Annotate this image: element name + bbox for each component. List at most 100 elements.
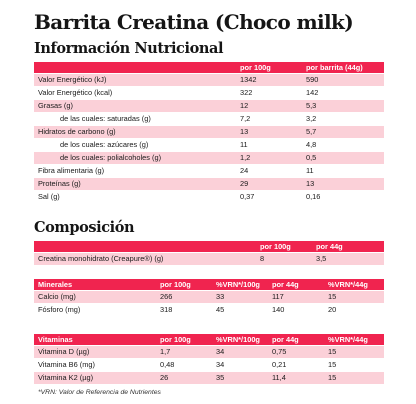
table-row: Vitamina B6 (mg) 0,48 34 0,21 15 (34, 358, 384, 372)
table-header-row: Vitaminas por 100g %VRN*/100g por 44g %VRN*/… (34, 334, 384, 346)
footnote: *VRN: Valor de Referencia de Nutrientes (38, 389, 161, 396)
table-row: Fibra alimentaria (g) 24 11 (34, 164, 384, 178)
table-row: Calcio (mg) 266 33 117 15 (34, 290, 384, 304)
row-label: de los cuales: azúcares (g) (34, 138, 236, 152)
vrn-per-44g: 15 (324, 371, 384, 385)
value-per-100g: 322 (236, 86, 302, 100)
column-header (34, 62, 236, 74)
column-header: por 44g (312, 241, 384, 253)
table-row: Vitamina D (µg) 1,7 34 0,75 15 (34, 345, 384, 359)
value-per-bar: 0,5 (302, 151, 384, 165)
nutrition-heading: Información Nutricional (34, 40, 224, 57)
value-per-44g: 140 (268, 303, 324, 317)
table-row: Valor Energético (kJ) 1342 590 (34, 73, 384, 87)
table-row: Fósforo (mg) 318 45 140 20 (34, 303, 384, 317)
value-per-bar: 5,3 (302, 99, 384, 113)
row-label: Grasas (g) (34, 99, 236, 113)
table-header-row: por 100g por barrita (44g) (34, 62, 384, 74)
column-header: Minerales (34, 279, 156, 291)
vitamins-table: Vitaminas por 100g %VRN*/100g por 44g %VRN*/… (34, 334, 384, 385)
value-per-100g: 0,37 (236, 190, 302, 204)
table-row: Grasas (g) 12 5,3 (34, 99, 384, 113)
row-label: Vitamina D (µg) (34, 345, 156, 359)
vrn-per-100g: 35 (212, 371, 268, 385)
table-row: Hidratos de carbono (g) 13 5,7 (34, 125, 384, 139)
table-row: Sal (g) 0,37 0,16 (34, 190, 384, 204)
value-per-44g: 117 (268, 290, 324, 304)
product-title: Barrita Creatina (Choco milk) (34, 10, 354, 34)
column-header: Vitaminas (34, 334, 156, 346)
row-label: Vitamina K2 (µg) (34, 371, 156, 385)
column-header: %VRN*/44g (324, 334, 384, 346)
table-row: Creatina monohidrato (Creapure®) (g) 8 3,5 (34, 252, 384, 266)
row-label: Vitamina B6 (mg) (34, 358, 156, 372)
value-per-100g: 24 (236, 164, 302, 178)
row-label: Valor Energético (kcal) (34, 86, 236, 100)
value-per-44g: 0,75 (268, 345, 324, 359)
value-per-100g: 1342 (236, 73, 302, 87)
value-per-44g: 3,5 (312, 252, 384, 266)
table-header-row: Minerales por 100g %VRN*/100g por 44g %VRN*/… (34, 279, 384, 291)
value-per-bar: 142 (302, 86, 384, 100)
value-per-44g: 11,4 (268, 371, 324, 385)
table-row: de los cuales: polialcoholes (g) 1,2 0,5 (34, 151, 384, 165)
row-label: Sal (g) (34, 190, 236, 204)
row-label: Fósforo (mg) (34, 303, 156, 317)
column-header: por 44g (268, 279, 324, 291)
value-per-bar: 13 (302, 177, 384, 191)
table-row: de las cuales: saturadas (g) 7,2 3,2 (34, 112, 384, 126)
value-per-100g: 8 (256, 252, 312, 266)
table-row: Valor Energético (kcal) 322 142 (34, 86, 384, 100)
value-per-100g: 318 (156, 303, 212, 317)
row-label: Calcio (mg) (34, 290, 156, 304)
value-per-100g: 1,2 (236, 151, 302, 165)
row-label: Fibra alimentaria (g) (34, 164, 236, 178)
column-header: por 100g (256, 241, 312, 253)
row-label: Proteínas (g) (34, 177, 236, 191)
vrn-per-44g: 20 (324, 303, 384, 317)
vrn-per-100g: 33 (212, 290, 268, 304)
column-header: %VRN*/100g (212, 279, 268, 291)
vrn-per-100g: 45 (212, 303, 268, 317)
row-label: de las cuales: saturadas (g) (34, 112, 236, 126)
table-row: Vitamina K2 (µg) 26 35 11,4 15 (34, 371, 384, 385)
value-per-100g: 0,48 (156, 358, 212, 372)
value-per-100g: 12 (236, 99, 302, 113)
row-label: de los cuales: polialcoholes (g) (34, 151, 236, 165)
value-per-bar: 11 (302, 164, 384, 178)
value-per-100g: 13 (236, 125, 302, 139)
table-row: Proteínas (g) 29 13 (34, 177, 384, 191)
vrn-per-44g: 15 (324, 358, 384, 372)
minerals-table: Minerales por 100g %VRN*/100g por 44g %VRN*/… (34, 279, 384, 317)
value-per-bar: 590 (302, 73, 384, 87)
composition-table: por 100g por 44g Creatina monohidrato (Cre… (34, 241, 384, 266)
value-per-bar: 0,16 (302, 190, 384, 204)
value-per-100g: 29 (236, 177, 302, 191)
column-header: %VRN*/100g (212, 334, 268, 346)
table-header-row: por 100g por 44g (34, 241, 384, 253)
vrn-per-44g: 15 (324, 345, 384, 359)
vrn-per-44g: 15 (324, 290, 384, 304)
column-header: por 100g (236, 62, 302, 74)
vrn-per-100g: 34 (212, 345, 268, 359)
row-label: Hidratos de carbono (g) (34, 125, 236, 139)
value-per-44g: 0,21 (268, 358, 324, 372)
vrn-per-100g: 34 (212, 358, 268, 372)
value-per-100g: 1,7 (156, 345, 212, 359)
column-header (34, 241, 256, 253)
table-row: de los cuales: azúcares (g) 11 4,8 (34, 138, 384, 152)
column-header: por 44g (268, 334, 324, 346)
value-per-100g: 266 (156, 290, 212, 304)
nutrition-table: por 100g por barrita (44g) Valor Energétic… (34, 62, 384, 204)
value-per-bar: 5,7 (302, 125, 384, 139)
row-label: Valor Energético (kJ) (34, 73, 236, 87)
value-per-100g: 26 (156, 371, 212, 385)
value-per-100g: 11 (236, 138, 302, 152)
row-label: Creatina monohidrato (Creapure®) (g) (34, 252, 256, 266)
composition-heading: Composición (34, 219, 135, 236)
column-header: por 100g (156, 334, 212, 346)
column-header: por barrita (44g) (302, 62, 384, 74)
column-header: por 100g (156, 279, 212, 291)
column-header: %VRN*/44g (324, 279, 384, 291)
